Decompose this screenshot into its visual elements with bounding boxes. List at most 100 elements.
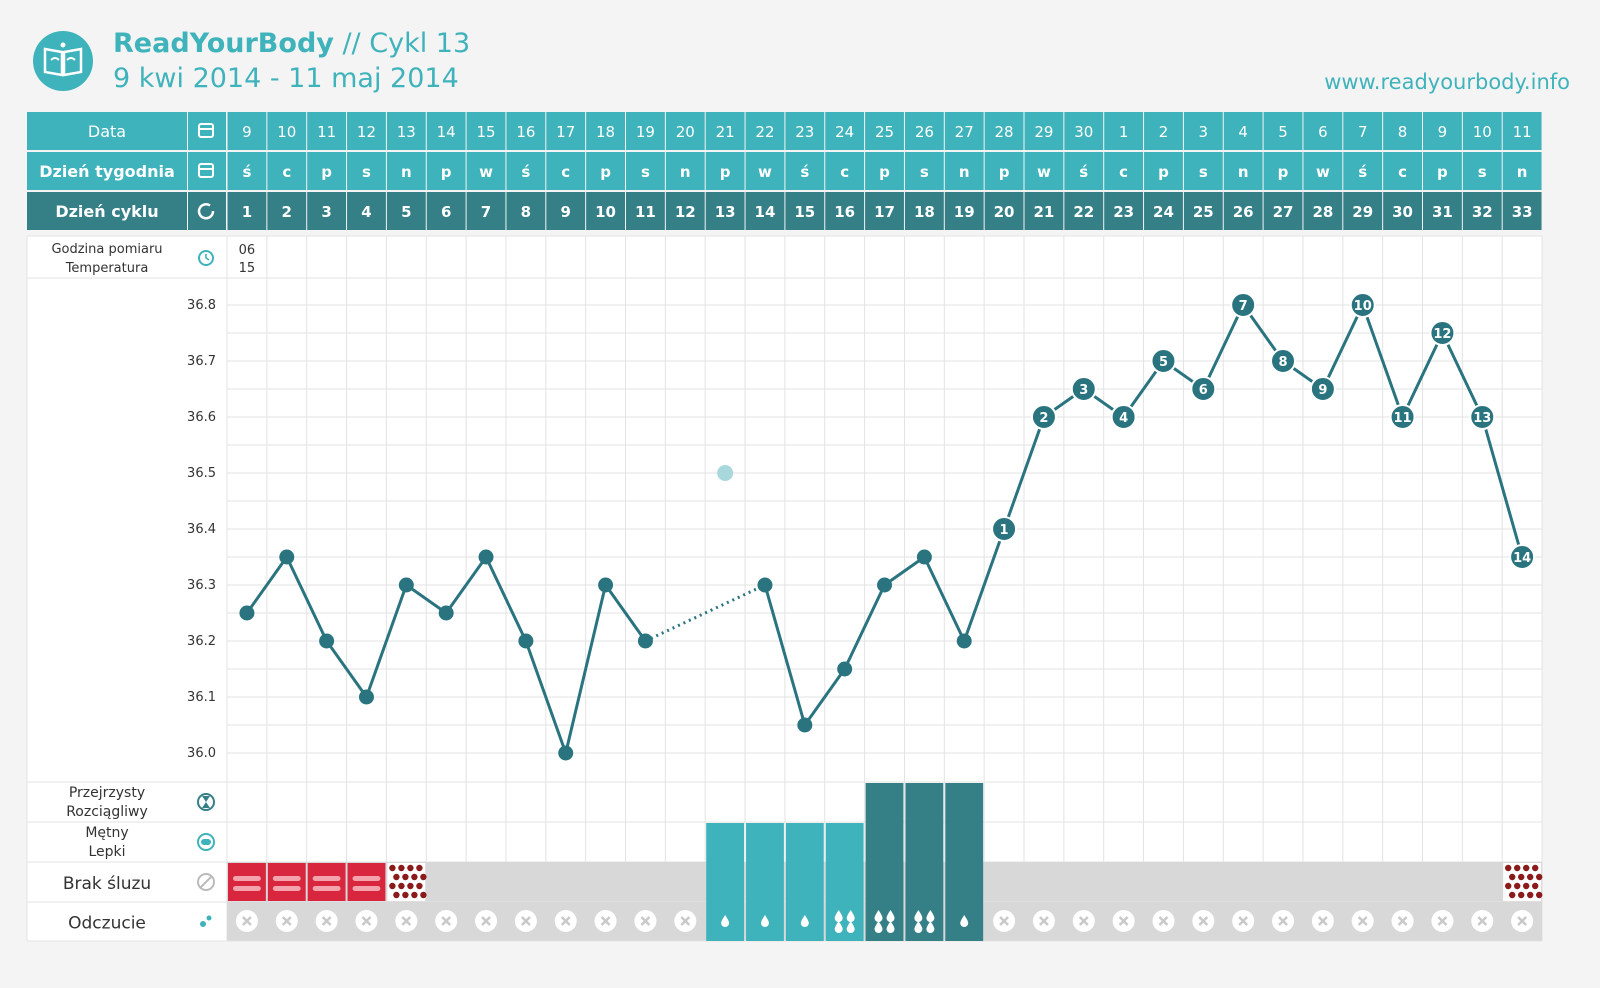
row-cell [825, 112, 865, 150]
temperature-point-label: 9 [1318, 383, 1327, 398]
row-cell [546, 192, 586, 230]
mucus-bar-clear [865, 783, 904, 941]
row-weekday-value: c [282, 163, 291, 181]
row-cycle-day-value: 7 [481, 203, 491, 221]
temperature-label: Temperatura [65, 261, 149, 276]
row-cell [1104, 152, 1144, 190]
row-weekday-value: p [600, 163, 611, 181]
feeling-drop-icon [914, 921, 923, 933]
row-weekday-value: ś [800, 163, 809, 181]
time-value-hour: 06 [239, 243, 256, 258]
temperature-point-label: 11 [1394, 411, 1412, 426]
row-cycle-day-value: 10 [595, 203, 616, 221]
feeling-drop-icon [886, 910, 895, 922]
mucus-bar-clear [905, 783, 944, 941]
blood-stripe [272, 886, 301, 891]
temperature-point [598, 577, 614, 593]
row-weekday-value: n [680, 163, 691, 181]
feeling-none-x [1278, 916, 1288, 926]
spotting-dot [420, 873, 427, 881]
row-cell [944, 112, 984, 150]
row-date-value: 15 [476, 123, 495, 141]
row-cycle-day-value: 1 [242, 203, 252, 221]
row-weekday-value: ś [521, 163, 530, 181]
row-cell [546, 112, 586, 150]
row-cycle-day-value: 31 [1432, 203, 1453, 221]
spotting-dot [407, 864, 414, 872]
row-cycle-day-value: 16 [834, 203, 855, 221]
row-cell [904, 112, 944, 150]
website-link[interactable]: www.readyourbody.info [1324, 70, 1570, 94]
row-cell [386, 192, 426, 230]
mucus-cell-blood [347, 863, 386, 901]
row-cycle-day-value: 17 [874, 203, 895, 221]
row-cell [1423, 112, 1462, 150]
row-cell [307, 192, 347, 230]
temperature-point [319, 633, 335, 649]
row-cell [267, 152, 307, 190]
row-cell [1462, 152, 1502, 190]
row-cell [586, 192, 625, 230]
row-cell [785, 152, 825, 190]
row-cell [227, 192, 267, 230]
row-date-value: 22 [755, 123, 774, 141]
page-title: ReadYourBody // Cykl 13 [113, 28, 470, 59]
temperature-point-numbered [1349, 292, 1376, 318]
row-cycle-day-value: 18 [914, 203, 935, 221]
row-cell [984, 112, 1024, 150]
temperature-point [757, 577, 773, 593]
row-cell [1502, 112, 1542, 150]
row-date-value: 24 [835, 123, 854, 141]
row-cycle-day-value: 24 [1153, 203, 1174, 221]
row-weekday-value: p [1158, 163, 1169, 181]
row-weekday-value: s [1478, 163, 1487, 181]
temperature-point-label: 12 [1433, 327, 1451, 342]
row-date-value: 5 [1278, 123, 1288, 141]
row-cell [1303, 112, 1343, 150]
row-date-value: 8 [1398, 123, 1408, 141]
row-cell [546, 152, 586, 190]
clock-icon [198, 250, 214, 266]
y-tick-label: 36.6 [187, 410, 216, 425]
row-cell [506, 192, 546, 230]
row-weekday-value: n [1517, 163, 1528, 181]
logo-book-icon [33, 31, 93, 91]
feeling-none-x [481, 916, 491, 926]
spotting-dot [407, 882, 414, 890]
row-date-value: 2 [1159, 123, 1169, 141]
temperature-point-numbered [1190, 376, 1217, 402]
temperature-point-label: 3 [1079, 383, 1088, 398]
feeling-drop-icon [914, 910, 923, 922]
row-icon-cell [188, 152, 226, 190]
mucus-cell-blood [267, 863, 306, 901]
row-cell [426, 192, 466, 230]
temperature-point [916, 549, 932, 565]
feeling-none-x [1078, 916, 1089, 926]
row-cell [347, 192, 386, 230]
row-cell [227, 112, 267, 150]
spotting-dot [420, 891, 427, 899]
row-cell [665, 192, 705, 230]
row-cell [426, 112, 466, 150]
mucus-label: Przejrzysty [69, 785, 145, 801]
row-cell [426, 152, 466, 190]
temperature-point-label: 14 [1513, 551, 1531, 566]
spotting-dot [398, 882, 405, 890]
y-tick-label: 36.5 [187, 466, 216, 481]
feeling-none-x [361, 916, 372, 926]
row-cell [1223, 152, 1263, 190]
row-weekday-value: p [720, 163, 731, 181]
cloudy-mucus-icon [197, 833, 215, 851]
feeling-none-x [680, 916, 691, 926]
temperature-point-label: 6 [1199, 383, 1208, 398]
feeling-drop-icon [926, 921, 935, 933]
row-cell [347, 152, 386, 190]
feeling-none-x [1357, 916, 1368, 926]
feeling-none-x [1317, 916, 1328, 926]
spotting-dot [1523, 882, 1530, 890]
row-cell [904, 152, 944, 190]
row-cell [1183, 112, 1223, 150]
temperature-line [763, 303, 1524, 727]
row-cell [1024, 192, 1064, 230]
row-date-value: 28 [995, 123, 1014, 141]
